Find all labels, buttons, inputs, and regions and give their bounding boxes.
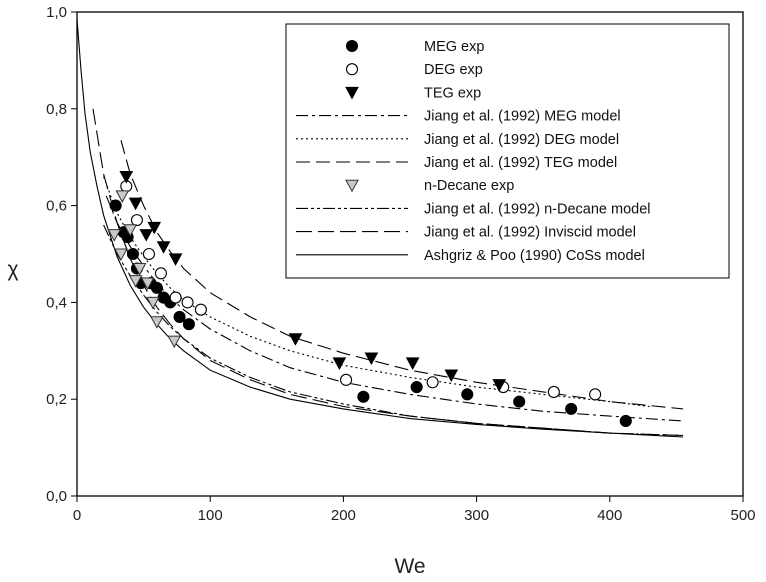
legend-entry: Jiang et al. (1992) TEG model (296, 155, 617, 171)
data-point (142, 247, 155, 261)
plot-frame (76, 11, 744, 497)
legend-label: MEG exp (424, 39, 484, 55)
legend-label: Jiang et al. (1992) TEG model (424, 155, 617, 171)
data-points (107, 171, 632, 428)
legend-label: Ashgriz & Poo (1990) CoSs model (424, 248, 645, 264)
legend-entry: Jiang et al. (1992) DEG model (296, 132, 619, 148)
series-line-jiang-et-al-1992-meg-model (105, 195, 684, 422)
data-point (167, 335, 182, 349)
legend-entry: TEG exp (345, 85, 481, 101)
series-line-jiang-et-al-1992-inviscid-model (92, 108, 684, 437)
data-point (332, 357, 347, 370)
legend-entry: Jiang et al. (1992) MEG model (296, 109, 621, 125)
data-point (128, 197, 143, 211)
legend-label: n-Decane exp (424, 178, 514, 194)
data-point (147, 221, 162, 235)
series-teg-exp (119, 171, 507, 392)
legend-entry: Ashgriz & Poo (1990) CoSs model (296, 248, 645, 264)
legend: MEG exp DEG exp TEG exp Jiang et al. (1992)… (285, 23, 730, 279)
y-tick-label: 0,2 (46, 391, 67, 408)
data-point (126, 247, 139, 261)
x-axis-title: We (394, 555, 425, 578)
data-point (168, 253, 183, 266)
legend-marker (345, 63, 359, 76)
y-tick-label: 0,4 (46, 294, 67, 311)
series-n-decane-exp (107, 190, 182, 349)
data-point (340, 373, 353, 386)
data-point (182, 318, 195, 331)
data-point (565, 402, 578, 415)
data-point (154, 267, 167, 280)
data-point (461, 388, 474, 401)
data-point (405, 357, 420, 370)
x-tick-label: 0 (73, 507, 81, 524)
data-point (107, 229, 122, 242)
legend-marker (345, 179, 359, 193)
data-point (589, 388, 602, 401)
data-point (140, 277, 155, 291)
legend-label: Jiang et al. (1992) Inviscid model (424, 225, 636, 241)
data-point (146, 296, 160, 310)
data-point (130, 214, 143, 227)
axes: 0 100 200 300 400 500 0,0 0,2 0,4 0,6 0,8 1,0 (46, 4, 755, 524)
legend-marker (345, 86, 359, 100)
data-point (173, 310, 186, 323)
data-point (492, 379, 507, 392)
legend-entry: n-Decane exp (345, 178, 514, 194)
data-point (119, 171, 134, 184)
legend-label: Jiang et al. (1992) MEG model (424, 109, 621, 125)
legend-label: Jiang et al. (1992) n-Decane model (424, 201, 651, 217)
data-point (194, 303, 207, 316)
data-point (169, 291, 182, 304)
x-tick-label: 100 (198, 507, 223, 524)
y-axis-title: χ (7, 258, 18, 281)
data-point (547, 385, 560, 398)
data-point (288, 333, 303, 346)
y-tick-label: 0,8 (46, 101, 67, 118)
x-tick-label: 300 (464, 507, 489, 524)
legend-entry: MEG exp (345, 39, 484, 55)
data-point (150, 316, 164, 329)
data-point (150, 281, 163, 294)
legend-entry: Jiang et al. (1992) n-Decane model (296, 201, 651, 217)
legend-label: TEG exp (424, 85, 481, 101)
data-point (410, 381, 423, 394)
data-point (444, 369, 459, 383)
y-tick-label: 1,0 (46, 4, 67, 21)
data-point (132, 263, 147, 276)
data-point (123, 224, 138, 237)
data-point (364, 352, 379, 366)
legend-label: Jiang et al. (1992) DEG model (424, 132, 619, 148)
series-line-jiang-et-al-1992-teg-model (120, 140, 684, 410)
data-point (139, 229, 154, 242)
legend-box (285, 23, 730, 279)
data-point (619, 414, 632, 428)
data-point (513, 395, 526, 408)
data-point (156, 241, 171, 254)
data-point (109, 199, 122, 212)
y-tick-label: 0,6 (46, 198, 67, 215)
data-point (128, 275, 143, 288)
x-tick-label: 500 (730, 507, 755, 524)
legend-entry: DEG exp (345, 62, 483, 78)
y-tick-label: 0,0 (46, 488, 67, 505)
x-tick-label: 200 (331, 507, 356, 524)
data-point (115, 190, 130, 203)
legend-label: DEG exp (424, 62, 483, 78)
data-point (426, 376, 439, 389)
legend-entry: Jiang et al. (1992) Inviscid model (296, 225, 636, 241)
x-tick-label: 400 (597, 507, 622, 524)
data-point (357, 390, 370, 403)
data-point (114, 248, 128, 262)
legend-marker (345, 39, 359, 53)
series-line-jiang-et-al-1992-deg-model (103, 176, 650, 408)
data-point (181, 296, 194, 309)
